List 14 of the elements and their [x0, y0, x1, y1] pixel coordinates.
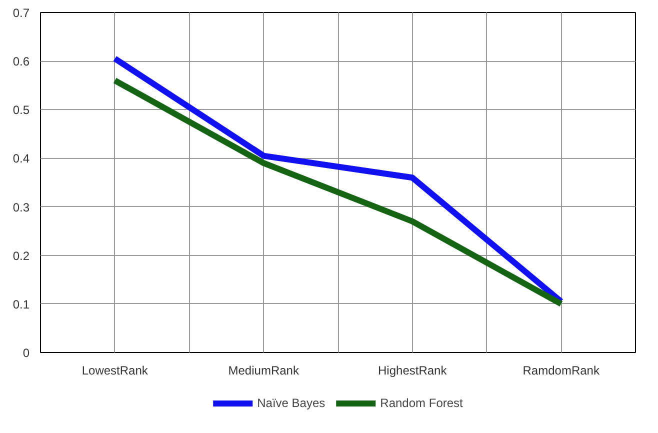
- y-tick-label: 0.5: [12, 103, 30, 118]
- legend-label: Random Forest: [380, 396, 463, 410]
- y-tick-label: 0.2: [12, 248, 30, 263]
- y-tick-label: 0: [22, 346, 30, 360]
- x-tick-label: HighestRank: [378, 364, 448, 378]
- y-tick-label: 0.1: [12, 297, 30, 312]
- y-tick-label: 0.7: [12, 6, 30, 20]
- x-tick-label: MediumRank: [228, 364, 300, 378]
- y-tick-label: 0.4: [12, 152, 30, 166]
- y-tick-label: 0.3: [12, 200, 30, 214]
- legend-label: Naïve Bayes: [257, 396, 326, 410]
- x-tick-label: LowestRank: [82, 364, 149, 378]
- x-tick-label: RamdomRank: [522, 364, 600, 378]
- y-tick-label: 0.6: [12, 54, 30, 69]
